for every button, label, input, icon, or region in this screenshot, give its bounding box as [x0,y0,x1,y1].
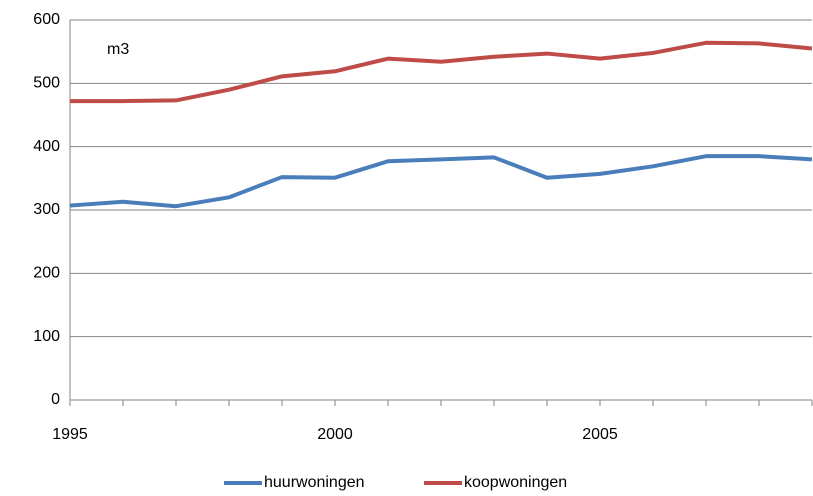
x-tick-label: 1995 [52,426,88,443]
x-tick-label: 2000 [317,426,353,443]
y-tick-label: 400 [33,138,60,155]
x-tick-label: 2005 [582,426,618,443]
legend-label: huurwoningen [264,474,365,491]
y-tick-label: 0 [51,391,60,408]
y-tick-label: 500 [33,75,60,92]
line [69,154,813,209]
y-tick-label: 600 [33,11,60,28]
y-tick-label: 300 [33,201,60,218]
line [70,40,813,104]
y-tick-label: 200 [33,265,60,282]
y-tick-label: 100 [33,328,60,345]
legend-label: koopwoningen [464,474,567,491]
annotation: m3 [107,41,129,58]
